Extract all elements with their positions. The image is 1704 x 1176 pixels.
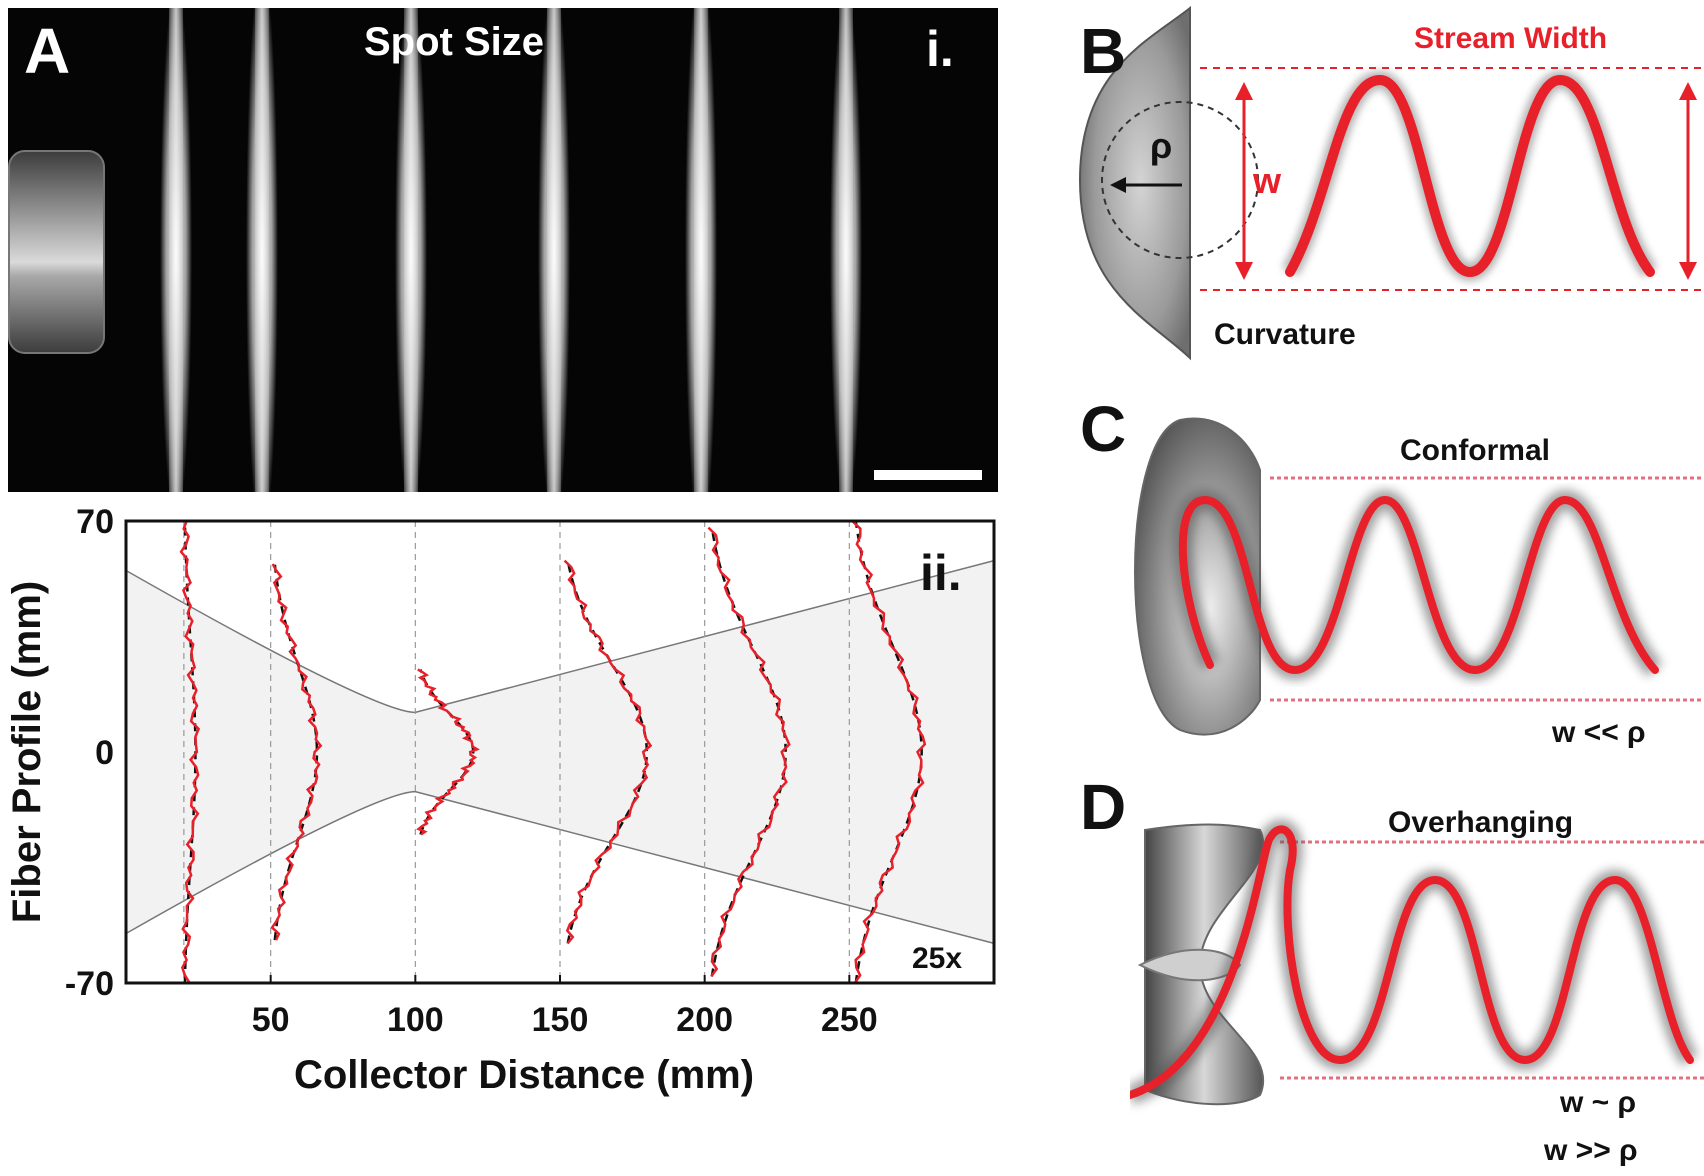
w-label: w <box>1253 160 1282 201</box>
curvature-label: Curvature <box>1214 318 1356 351</box>
curved-collector-shape <box>1078 5 1191 361</box>
x-tick-label: 200 <box>676 1001 733 1039</box>
x-tick-label: 100 <box>387 1001 444 1039</box>
panel-c-diagram <box>1134 417 1704 736</box>
magnification-note: 25x <box>912 942 962 975</box>
x-tick-label: 150 <box>532 1001 589 1039</box>
rho-label: ρ <box>1150 125 1173 166</box>
y-tick-label: 70 <box>76 503 114 541</box>
photo-fiber-spot <box>160 8 192 492</box>
photo-fiber-spot <box>685 8 717 492</box>
profile-measured-curve <box>179 520 201 984</box>
profile-fit-curve <box>854 520 923 984</box>
overhanging-label: Overhanging <box>1388 806 1574 839</box>
photo-fibers <box>8 8 998 492</box>
profile-measured-curve <box>851 520 927 984</box>
photo-fiber-spot <box>830 8 862 492</box>
stream-width-label: Stream Width <box>1414 22 1608 55</box>
panel-b-diagram <box>1078 5 1704 361</box>
sub-label-i: i. <box>926 21 954 77</box>
collector-icon <box>8 150 105 354</box>
profile-measured-curve <box>416 668 480 836</box>
fiber-stream-wave <box>1285 74 1655 278</box>
fiber-profile-chart: 50 100 150 200 250 70 0 -70 Collector Distance … <box>5 503 996 1097</box>
panel-letter-d: D <box>1080 771 1127 843</box>
w-arrowhead-top <box>1235 82 1253 100</box>
panel-letter-b: B <box>1080 15 1127 87</box>
y-axis-label: Fiber Profile (mm) <box>5 581 49 923</box>
conformal-fiber-wave <box>1178 495 1659 675</box>
y-tick-label: 0 <box>95 734 114 772</box>
x-tick-label: 250 <box>821 1001 878 1039</box>
wave-shadow <box>1282 70 1658 282</box>
panel-letter-c: C <box>1080 393 1127 465</box>
spot-size-photo <box>8 8 998 492</box>
w-arrowhead-bottom <box>1235 262 1253 280</box>
conformal-relation: w << ρ <box>1552 716 1646 749</box>
overhang-relation-2: w >> ρ <box>1544 1134 1638 1167</box>
overhang-fiber-wave <box>1130 825 1694 1099</box>
photo-fiber-spot <box>395 8 427 492</box>
profile-measured-curve <box>707 526 791 978</box>
x-tick-label: 50 <box>252 1001 290 1039</box>
panel-d-diagram <box>1130 819 1704 1106</box>
rho-arrowhead <box>1110 177 1126 193</box>
y-tick-label: -70 <box>65 965 114 1003</box>
width-arrowhead-top <box>1679 82 1697 100</box>
x-axis-label: Collector Distance (mm) <box>294 1053 754 1097</box>
width-arrowhead-bottom <box>1679 262 1697 280</box>
profile-measured-curve <box>563 559 653 945</box>
profile-measured-curve <box>270 563 323 941</box>
envelope-upper-edge <box>125 559 995 714</box>
photo-title: Spot Size <box>364 20 545 64</box>
photo-fiber-spot <box>246 8 278 492</box>
photo-fiber-spot <box>538 8 570 492</box>
sub-label-ii: ii. <box>920 545 962 601</box>
curvature-circle <box>1101 101 1259 259</box>
scale-bar <box>874 470 982 480</box>
conformal-label: Conformal <box>1400 434 1550 467</box>
overhang-relation-1: w ~ ρ <box>1560 1086 1637 1119</box>
panel-letter-a: A <box>24 15 71 87</box>
hemisphere-collector <box>1134 417 1261 736</box>
